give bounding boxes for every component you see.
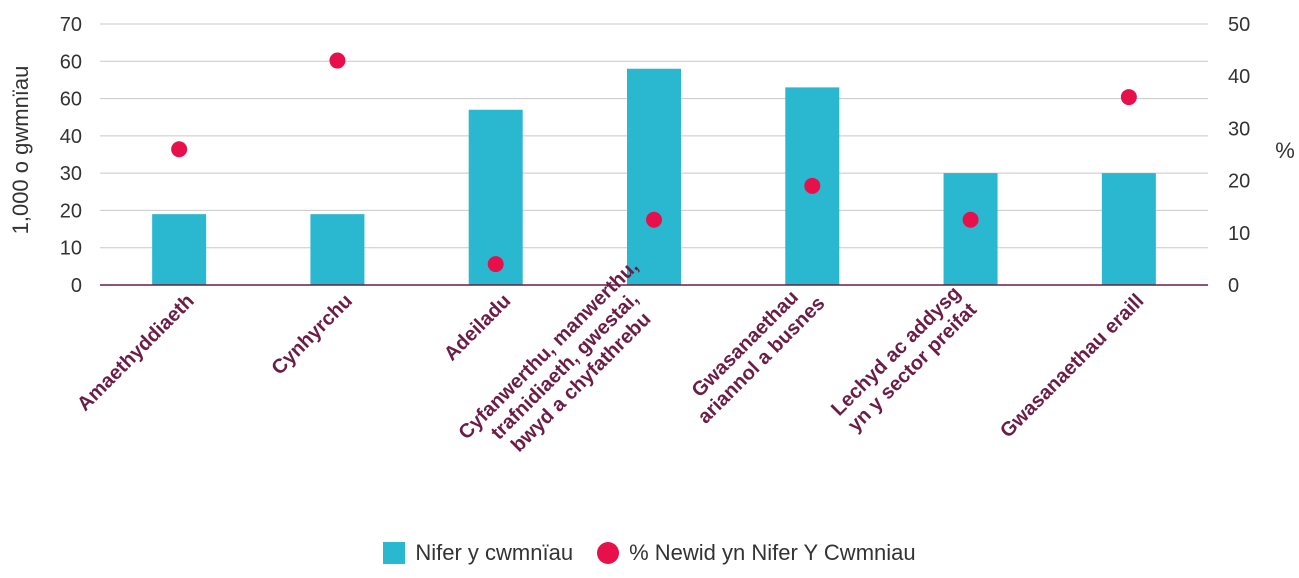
bar	[310, 214, 365, 285]
marker	[804, 177, 821, 194]
y-tick-label: 40	[60, 126, 82, 148]
category-label-text: Gwasanaethau eraill	[996, 290, 1148, 442]
bar	[152, 214, 207, 285]
marker	[962, 211, 979, 228]
y2-tick-label: 0	[1228, 275, 1239, 297]
y-tick-label: 70	[60, 14, 82, 36]
legend-item-dots: % Newid yn Nifer Y Cwmniau	[597, 540, 916, 566]
marker	[487, 256, 504, 273]
marker	[646, 211, 662, 228]
category-label-line: Amaethyddiaeth	[73, 290, 199, 416]
category-label-text: Amaethyddiaeth	[73, 290, 199, 416]
category-label: Cyfanwerthu, manwerthu,trafnidiaeth, gwe…	[454, 256, 675, 477]
y2-axis-title: %	[1275, 138, 1295, 163]
category-label: Amaethyddiaeth	[73, 290, 199, 416]
right-axis-ticks: 0 10 20 30 40 50	[1228, 14, 1250, 297]
chart: 0 10 20 30 40 60 60 70 0 10 20 30 40 50 Amaethyddiae…	[8, 14, 1295, 477]
y2-tick-label: 20	[1228, 171, 1250, 193]
legend-label-dots: % Newid yn Nifer Y Cwmniau	[629, 540, 916, 565]
category-label-line: Adeiladu	[440, 290, 515, 365]
legend-dot-swatch	[597, 542, 620, 564]
y2-tick-label: 40	[1228, 66, 1250, 88]
y-axis-title: 1,000 o gwmnïau	[8, 66, 33, 235]
marker	[1120, 89, 1137, 106]
category-label-text: Cynhyrchu	[268, 290, 357, 379]
category-label-text: Gwasanaethauariannol a busnes	[677, 276, 829, 428]
category-label: Gwasanaethau eraill	[996, 290, 1148, 442]
y-tick-label: 60	[60, 51, 82, 73]
category-label-line: Lechyd ac addysg	[827, 282, 965, 420]
category-label-line: trafnidiaeth, gwestai,	[487, 288, 643, 444]
legend: Nifer y cwmnïau % Newid yn Nifer Y Cwmni…	[0, 540, 1299, 566]
legend-label-bars: Nifer y cwmnïau	[415, 540, 574, 565]
marker	[329, 52, 346, 69]
category-label-text: Cyfanwerthu, manwerthu,trafnidiaeth, gwe…	[454, 256, 675, 477]
y-tick-label: 10	[60, 238, 82, 260]
left-axis-ticks: 0 10 20 30 40 60 60 70	[60, 14, 82, 297]
legend-item-bars: Nifer y cwmnïau	[383, 540, 573, 566]
y2-tick-label: 50	[1228, 14, 1250, 36]
legend-bar-swatch	[383, 542, 406, 564]
category-labels: Amaethyddiaeth Cynhyrchu AdeiladuCyfanwert…	[73, 256, 1148, 477]
y-tick-label: 0	[71, 275, 82, 297]
category-label-text: Lechyd ac addysgyn y sector preifat	[827, 282, 981, 436]
bar	[627, 68, 681, 285]
bars	[152, 68, 1156, 285]
bar	[943, 173, 998, 285]
category-label: Adeiladu	[440, 290, 515, 365]
y2-tick-label: 10	[1228, 223, 1250, 245]
category-label-line: Cynhyrchu	[268, 290, 357, 379]
category-label: Lechyd ac addysgyn y sector preifat	[827, 282, 981, 436]
marker	[171, 141, 188, 158]
category-label-line: Gwasanaethau eraill	[996, 290, 1148, 442]
category-label: Cynhyrchu	[268, 290, 357, 379]
y-tick-label: 20	[60, 200, 82, 222]
bar	[1101, 173, 1156, 285]
y-tick-label: 30	[60, 163, 82, 185]
category-label: Gwasanaethauariannol a busnes	[677, 276, 830, 428]
category-label-text: Adeiladu	[440, 290, 515, 365]
y-tick-label: 60	[60, 89, 82, 111]
y2-tick-label: 30	[1228, 118, 1250, 140]
bar	[468, 109, 523, 285]
markers	[171, 52, 1137, 273]
